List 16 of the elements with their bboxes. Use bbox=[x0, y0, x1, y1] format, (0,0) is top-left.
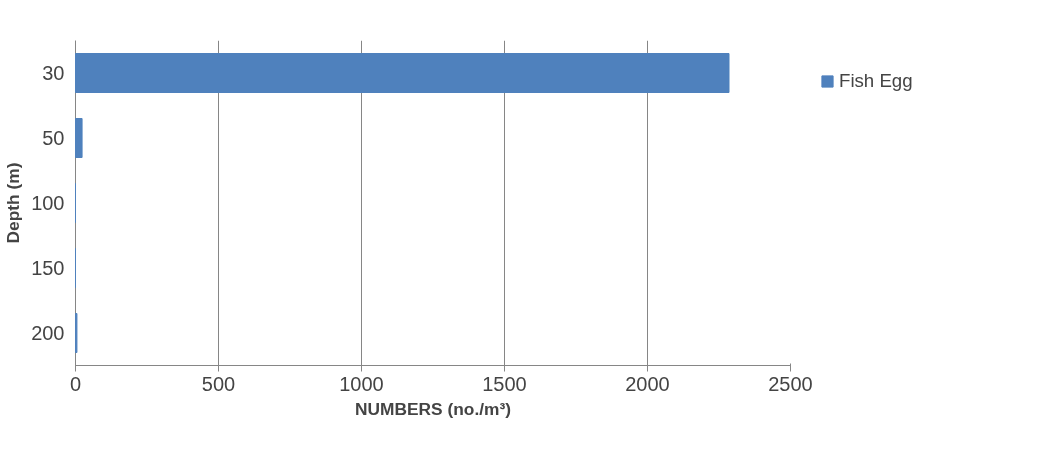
bar bbox=[75, 53, 730, 93]
x-tick-label: 2500 bbox=[768, 372, 813, 395]
bar bbox=[75, 118, 83, 158]
legend-label: Fish Egg bbox=[839, 70, 913, 92]
y-tick-label: 200 bbox=[31, 322, 65, 344]
x-tick-label: 1000 bbox=[339, 372, 384, 395]
x-tick-label: 0 bbox=[69, 372, 82, 395]
y-tick-label: 100 bbox=[31, 192, 65, 214]
y-tick-label: 50 bbox=[42, 127, 65, 149]
x-tick-label: 500 bbox=[201, 372, 236, 395]
y-axis-title: Depth (m) bbox=[3, 162, 24, 244]
x-axis-title: NUMBERS (no./m³) bbox=[355, 398, 511, 419]
y-tick-label: 30 bbox=[42, 62, 65, 84]
x-tick-label: 2000 bbox=[625, 372, 670, 395]
y-tick-label: 150 bbox=[31, 257, 65, 279]
x-tick-label: 1500 bbox=[482, 372, 527, 395]
